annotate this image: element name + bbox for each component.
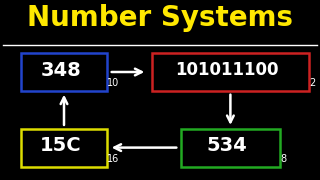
Text: 101011100: 101011100 xyxy=(175,61,279,79)
Text: 348: 348 xyxy=(40,61,81,80)
Text: Number Systems: Number Systems xyxy=(27,4,293,32)
Text: 8: 8 xyxy=(280,154,286,164)
Text: 2: 2 xyxy=(309,78,315,88)
Text: 534: 534 xyxy=(207,136,248,155)
Text: 10: 10 xyxy=(107,78,119,88)
Text: 15C: 15C xyxy=(40,136,82,155)
Text: 16: 16 xyxy=(107,154,119,164)
